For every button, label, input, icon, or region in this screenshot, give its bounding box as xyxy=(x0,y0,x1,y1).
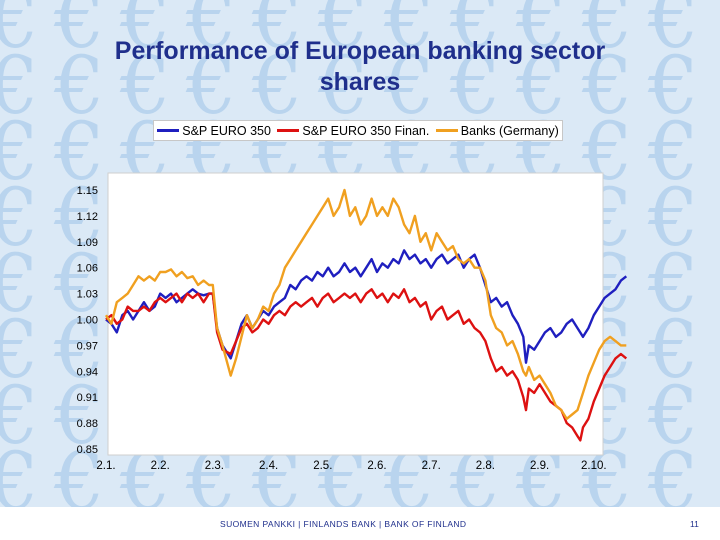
euro-glyph: € xyxy=(648,39,699,132)
footer-bar: SUOMEN PANKKI | FINLANDS BANK | BANK OF … xyxy=(0,507,720,540)
x-tick-label: 2.3. xyxy=(205,460,224,472)
y-tick-label: 1.06 xyxy=(77,263,98,275)
x-tick-label: 2.4. xyxy=(259,460,278,472)
y-tick-label: 0.97 xyxy=(77,340,98,352)
x-tick-label: 2.10. xyxy=(581,460,607,472)
euro-glyph: € xyxy=(648,171,699,264)
plot-area xyxy=(107,172,604,456)
euro-glyph: € xyxy=(54,303,105,396)
euro-glyph: € xyxy=(318,39,369,132)
slide-title: Performance of European banking sector s… xyxy=(60,36,660,98)
x-tick-label: 2.1. xyxy=(96,460,115,472)
legend-swatch xyxy=(435,129,458,132)
y-tick-label: 1.09 xyxy=(77,237,98,249)
euro-glyph: € xyxy=(318,0,369,66)
euro-glyph: € xyxy=(582,0,633,66)
euro-glyph: € xyxy=(450,39,501,132)
y-tick-label: 1.00 xyxy=(77,315,98,327)
euro-glyph: € xyxy=(450,0,501,66)
euro-glyph: € xyxy=(384,0,435,66)
series-line-0 xyxy=(105,249,628,364)
euro-glyph: € xyxy=(0,369,39,462)
euro-glyph: € xyxy=(648,303,699,396)
series-lines xyxy=(104,188,628,442)
x-tick-label: 2.5. xyxy=(313,460,332,472)
page-number: 11 xyxy=(690,519,699,529)
euro-glyph: € xyxy=(582,39,633,132)
slide-title-line-1: Performance of European banking sector xyxy=(114,37,606,65)
legend-label: S&P EURO 350 xyxy=(182,123,271,138)
legend-item-banks-germany: Banks (Germany) xyxy=(435,123,559,138)
legend-swatch xyxy=(157,129,180,132)
y-tick-label: 0.85 xyxy=(77,444,98,456)
euro-glyph: € xyxy=(0,303,39,396)
euro-glyph: € xyxy=(54,171,105,264)
euro-glyph: € xyxy=(648,237,699,330)
euro-glyph: € xyxy=(186,0,237,66)
y-tick-label: 1.12 xyxy=(77,211,98,223)
legend-item-sp-euro-350: S&P EURO 350 xyxy=(157,124,271,138)
euro-glyph: € xyxy=(54,237,105,330)
slide-title-line-2: shares xyxy=(319,68,401,96)
euro-glyph: € xyxy=(0,171,39,264)
euro-glyph: € xyxy=(516,39,567,132)
x-axis-ticks: 2.1. 2.2. 2.3. 2.4. 2.5. 2.6. 2.7. 2.8. 2.9. 2.10… xyxy=(96,460,606,472)
y-axis-ticks: 1.15 1.12 1.09 1.06 1.03 1.00 0.97 0.94 0.91 0.88… xyxy=(77,185,98,456)
y-tick-label: 0.91 xyxy=(77,392,98,404)
euro-glyph: € xyxy=(0,105,39,198)
legend-swatch xyxy=(277,129,300,132)
euro-glyph: € xyxy=(516,0,567,66)
euro-glyph: € xyxy=(54,369,105,462)
legend-item-sp-euro-350-finan: S&P EURO 350 Finan. xyxy=(277,124,429,138)
x-tick-label: 2.2. xyxy=(151,460,170,472)
x-tick-label: 2.8. xyxy=(476,460,495,472)
series-line-1 xyxy=(105,288,628,442)
chart-legend: S&P EURO 350 S&P EURO 350 Finan. Banks (… xyxy=(153,120,563,141)
legend-label: Banks (Germany) xyxy=(460,123,559,138)
x-tick-label: 2.9. xyxy=(530,460,549,472)
euro-glyph: € xyxy=(0,0,39,66)
y-tick-label: 0.94 xyxy=(77,366,98,378)
euro-glyph: € xyxy=(648,105,699,198)
x-tick-label: 2.6. xyxy=(367,460,386,472)
euro-glyph: € xyxy=(0,237,39,330)
euro-glyph: € xyxy=(384,39,435,132)
euro-glyph: € xyxy=(648,369,699,462)
euro-glyph: € xyxy=(54,0,105,66)
y-tick-label: 1.15 xyxy=(77,185,98,197)
euro-glyph: € xyxy=(120,39,171,132)
euro-glyph: € xyxy=(186,39,237,132)
y-tick-label: 1.03 xyxy=(77,289,98,301)
euro-glyph: € xyxy=(252,39,303,132)
footer-text: SUOMEN PANKKI | FINLANDS BANK | BANK OF … xyxy=(220,519,467,529)
x-tick-label: 2.7. xyxy=(422,460,441,472)
euro-glyph: € xyxy=(54,105,105,198)
euro-glyph: € xyxy=(120,0,171,66)
euro-glyph: € xyxy=(0,39,39,132)
legend-label: S&P EURO 350 Finan. xyxy=(302,123,430,138)
euro-glyph: € xyxy=(648,0,699,66)
series-line-2 xyxy=(104,188,627,420)
euro-glyph: € xyxy=(252,0,303,66)
y-tick-label: 0.88 xyxy=(77,418,98,430)
euro-glyph: € xyxy=(54,39,105,132)
